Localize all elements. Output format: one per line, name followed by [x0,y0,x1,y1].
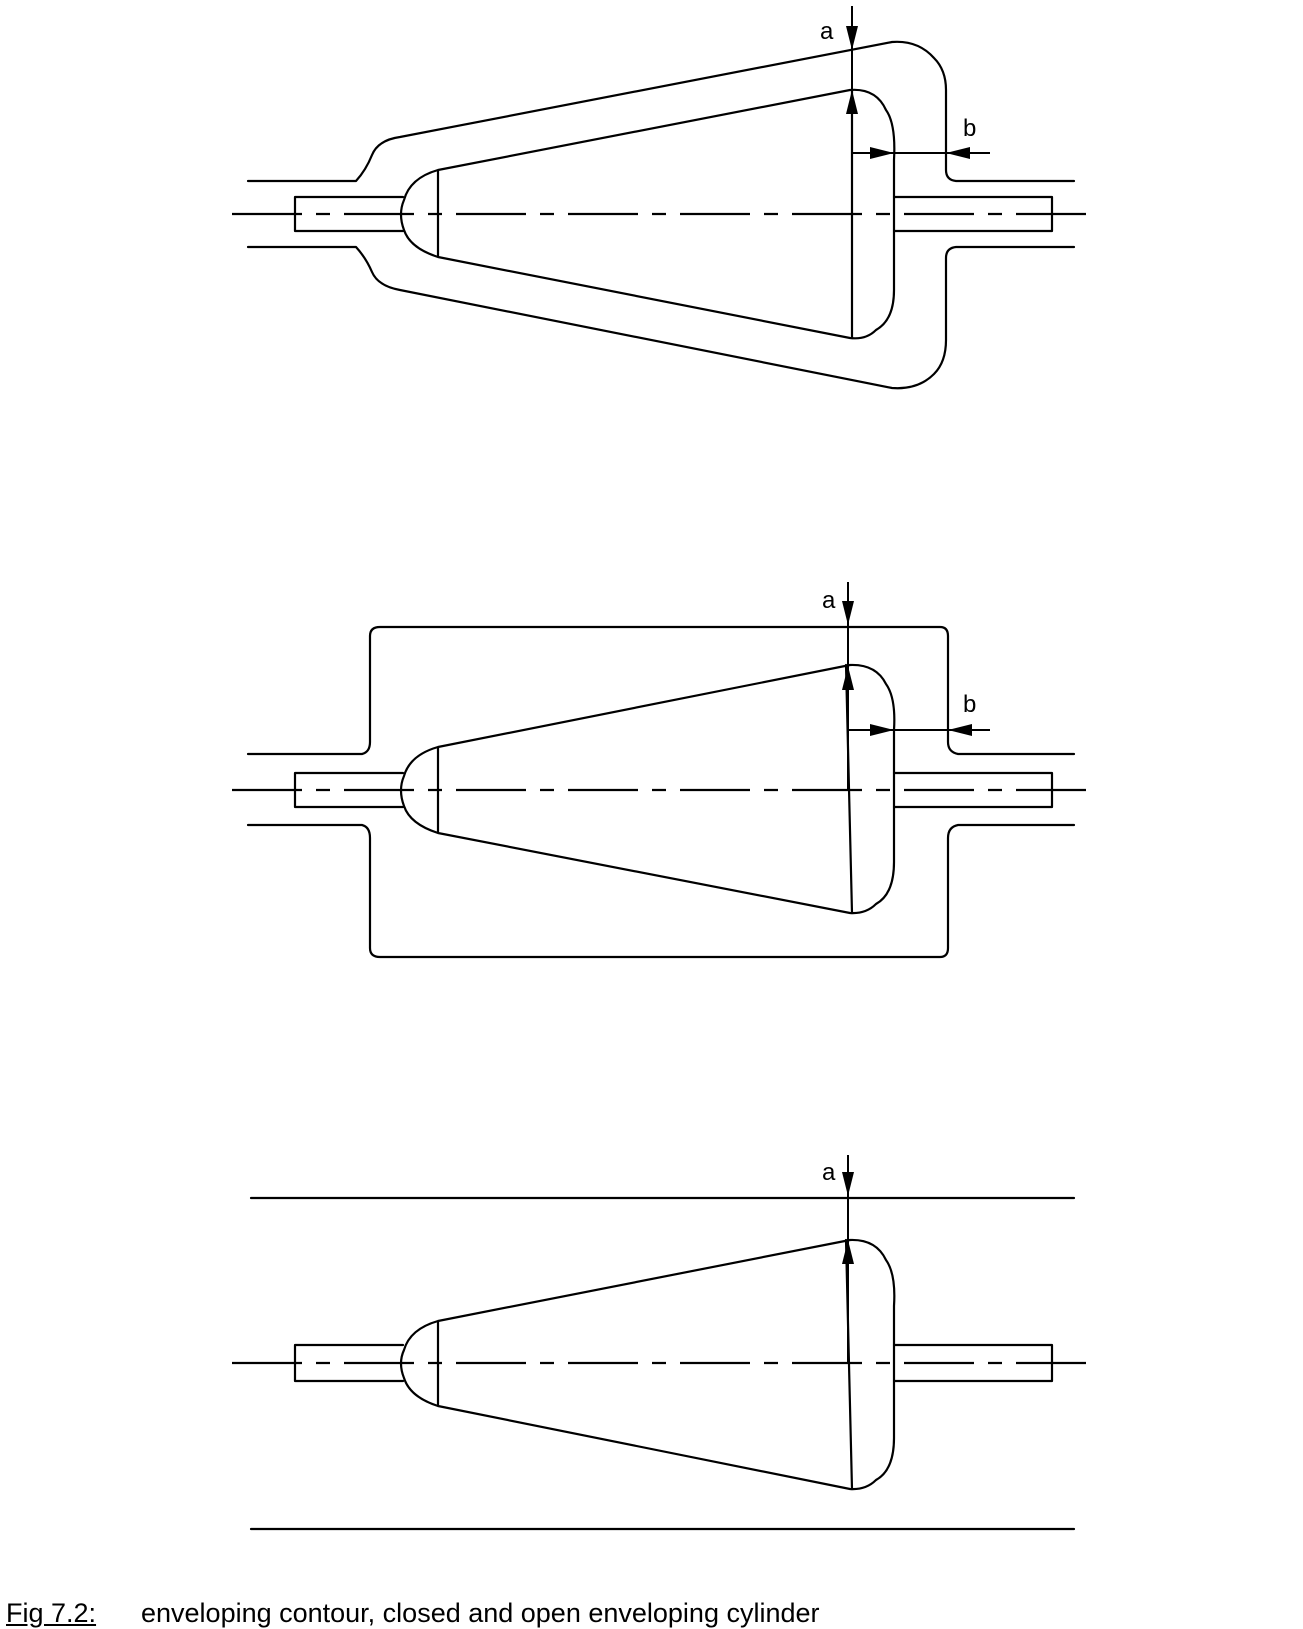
caption-text: enveloping contour, closed and open enve… [141,1598,820,1628]
arrowhead-b-left [946,147,970,159]
arrowhead-b-right [870,724,894,736]
label-b: b [963,115,976,142]
left-shaft [293,195,405,233]
right-shaft [892,771,1054,809]
cone-body [399,1238,896,1491]
left-shaft [293,1343,405,1383]
arrowhead-a-up [842,666,854,690]
cone-body [399,663,896,915]
label-a: a [820,18,834,45]
label-a: a [822,587,836,614]
arrowhead-a-down [846,26,858,50]
figure-enveloping-contour: a b [232,6,1090,390]
cone-body [399,88,896,340]
arrowhead-a-up [842,1240,854,1264]
figure-caption: Fig 7.2: enveloping contour, closed and o… [6,1598,820,1628]
arrowhead-a-down [842,601,854,625]
closed-enveloping-cylinder [246,625,1076,959]
right-shaft [892,1343,1054,1383]
figure-closed-cylinder: a b [232,582,1090,959]
arrowhead-a-down [842,1172,854,1196]
right-shaft [892,195,1054,233]
arrowhead-b-right [870,147,894,159]
arrowhead-b-left [948,724,972,736]
caption-number: Fig 7.2: [6,1598,97,1628]
label-a: a [822,1159,836,1186]
figure-open-cylinder: a [232,1155,1090,1531]
arrowhead-a-up [846,90,858,114]
enveloping-contour [246,40,1076,390]
left-shaft [293,771,405,809]
label-b: b [963,691,976,718]
